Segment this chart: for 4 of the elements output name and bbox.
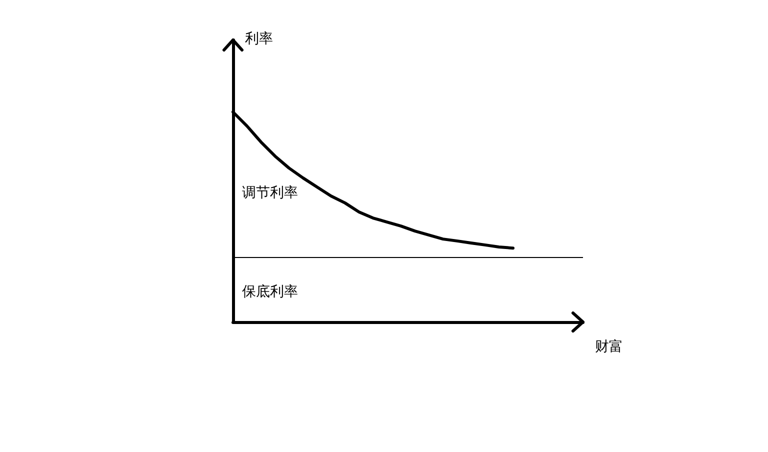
annotation: 保底利率 xyxy=(242,284,298,300)
x-axis-title: 财富 xyxy=(595,339,623,355)
y-axis-title: 利率 xyxy=(245,31,273,47)
annotation: 调节利率 xyxy=(242,185,298,201)
